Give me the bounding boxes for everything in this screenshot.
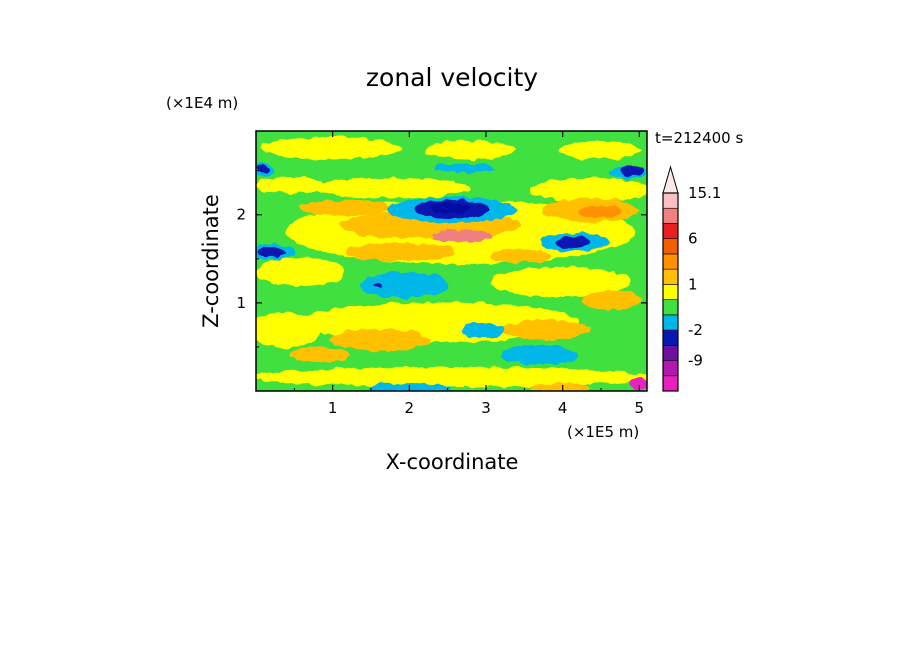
contour-region (345, 243, 455, 261)
contour-region (256, 312, 320, 348)
contour-region (310, 178, 470, 198)
colorbar-tick-label: 15.1 (688, 184, 721, 202)
contour-region (256, 258, 345, 286)
colorbar-segment (662, 268, 679, 285)
contour-region (560, 141, 640, 159)
colorbar-segment (662, 375, 679, 392)
colorbar-segment (662, 192, 679, 209)
x-tick-label: 4 (558, 399, 568, 417)
contour-region (490, 267, 630, 297)
plot-frame (255, 130, 648, 392)
contour-region (630, 378, 647, 390)
x-tick-label: 1 (328, 399, 338, 417)
contour-region (500, 320, 590, 340)
x-axis-label: X-coordinate (386, 450, 519, 474)
contour-region (290, 348, 350, 362)
x-tick-label: 2 (405, 399, 415, 417)
contour-region (435, 163, 495, 173)
contour-region (425, 141, 515, 159)
colorbar-segment (662, 253, 679, 270)
colorbar-segment (662, 223, 679, 239)
colorbar-tick-label: 1 (688, 275, 698, 293)
colorbar-segment (662, 360, 679, 377)
contour-region (370, 383, 450, 391)
contour-region (260, 137, 400, 159)
contour-region (530, 383, 590, 391)
colorbar-tick-label: -2 (688, 321, 703, 339)
x-tick-label: 3 (481, 399, 491, 417)
colorbar-frame (662, 192, 679, 392)
colorbar-segment (662, 284, 679, 300)
contour-region (330, 329, 430, 351)
colorbar-segment (662, 329, 679, 346)
colorbar-segment (662, 345, 679, 361)
contour-region (620, 166, 644, 176)
contour-region (556, 236, 590, 248)
colorbar-segment (662, 314, 679, 331)
y-tick-label: 2 (236, 206, 246, 224)
contour-region (578, 206, 622, 218)
contour-region (256, 165, 268, 173)
contour-region (374, 283, 382, 287)
contour-region (530, 178, 647, 202)
y-unit-label: (×1E4 m) (166, 94, 238, 112)
contour-region (256, 177, 325, 193)
y-axis-label: Z-coordinate (199, 194, 223, 328)
colorbar-segment (662, 238, 679, 255)
contour-region (432, 230, 492, 242)
contour-region (360, 272, 450, 298)
x-unit-label: (×1E5 m) (567, 423, 639, 441)
colorbar-segment (662, 299, 679, 316)
x-axis: 1 2 3 4 5 (293, 131, 645, 417)
y-axis: 12 (236, 170, 647, 348)
contour-region (430, 203, 470, 213)
contour-region (256, 367, 647, 387)
colorbar-tick-label: -9 (688, 352, 703, 370)
colorbar-segment (662, 207, 679, 224)
contour-region (502, 345, 578, 365)
chart-title: zonal velocity (366, 63, 538, 92)
colorbar-extend-triangle (662, 165, 679, 194)
contour-region (490, 249, 550, 263)
x-tick-label: 5 (635, 399, 645, 417)
contour-region (582, 290, 642, 310)
colorbar: 15.1 6 1 -2 -9 (662, 165, 721, 392)
contour-region (300, 200, 390, 216)
y-tick-label: 1 (236, 294, 246, 312)
contour-region (258, 247, 286, 257)
time-label: t=212400 s (655, 129, 743, 147)
colorbar-tick-label: 6 (688, 230, 698, 248)
contour-region (461, 323, 505, 337)
contour-field (256, 131, 647, 391)
